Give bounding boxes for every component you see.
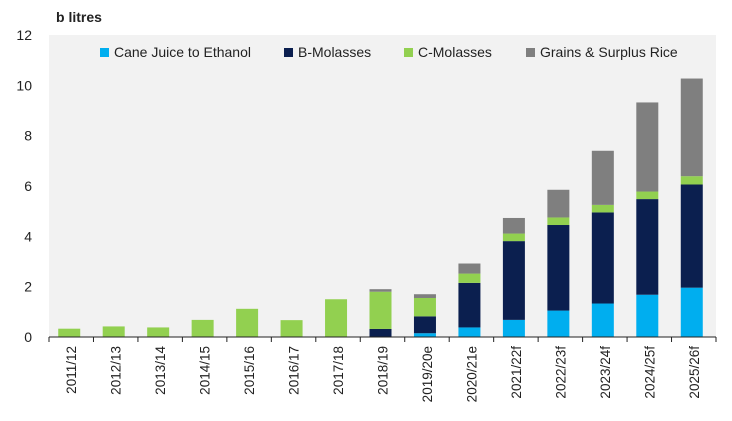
bar-segment	[413, 316, 436, 334]
bar-segment	[591, 303, 614, 337]
bar-segment	[502, 241, 525, 320]
bar-segment	[636, 294, 659, 337]
legend-swatch	[100, 48, 109, 57]
x-tick-label: 2023/24f	[598, 346, 613, 399]
x-tick-label: 2021/22f	[509, 346, 524, 399]
bar-segment	[547, 217, 570, 226]
x-tick-label: 2016/17	[287, 346, 302, 395]
legend-label: Cane Juice to Ethanol	[114, 44, 251, 60]
y-tick-label: 10	[16, 77, 32, 93]
y-tick-label: 2	[24, 279, 32, 295]
bar-segment	[591, 212, 614, 304]
bar-segment	[591, 150, 614, 205]
unit-label: b litres	[56, 9, 102, 25]
bar-segment	[369, 328, 392, 337]
x-tick-label: 2013/14	[153, 346, 168, 395]
legend-swatch	[526, 48, 535, 57]
bar-segment	[413, 294, 436, 298]
x-tick-label: 2012/13	[109, 346, 124, 395]
legend-item: Cane Juice to Ethanol	[100, 44, 251, 60]
y-tick-label: 12	[16, 27, 32, 43]
legend-item: Grains & Surplus Rice	[526, 44, 678, 60]
bar-segment	[458, 327, 481, 337]
bar-segment	[636, 199, 659, 295]
bar-segment	[680, 287, 703, 337]
bar-segment	[325, 299, 348, 337]
bar-segment	[680, 184, 703, 288]
bar-segment	[369, 291, 392, 329]
bar-segment	[280, 320, 303, 337]
bar-segment	[147, 327, 170, 337]
bar-segment	[547, 310, 570, 337]
legend: Cane Juice to Ethanol B-Molasses C-Molasse…	[100, 44, 678, 60]
bar-segment	[502, 319, 525, 337]
y-tick-label: 6	[24, 178, 32, 194]
bar-segment	[369, 289, 392, 292]
bar-segment	[236, 308, 259, 337]
y-tick-label: 0	[24, 329, 32, 345]
x-tick-label: 2019/20e	[420, 346, 435, 402]
y-axis: 0 2 4 6 8 10 12	[16, 27, 32, 345]
legend-item: C-Molasses	[404, 44, 492, 60]
y-tick-label: 4	[24, 228, 32, 244]
bar-segment	[636, 191, 659, 200]
bar-segment	[191, 319, 214, 337]
bars	[58, 78, 703, 337]
x-tick-label: 2017/18	[331, 346, 346, 395]
x-tick-label: 2015/16	[242, 346, 257, 395]
legend-label: Grains & Surplus Rice	[540, 44, 678, 60]
bar-segment	[680, 176, 703, 185]
bar-segment	[502, 233, 525, 242]
legend-label: C-Molasses	[418, 44, 492, 60]
bar-segment	[680, 78, 703, 177]
bar-segment	[502, 217, 525, 234]
x-tick-label: 2014/15	[198, 346, 213, 395]
x-tick-label: 2025/26f	[687, 346, 702, 399]
x-tick-label: 2011/12	[64, 346, 79, 394]
bar-segment	[458, 263, 481, 274]
bar-segment	[458, 273, 481, 283]
legend-item: B-Molasses	[284, 44, 371, 60]
legend-swatch	[404, 48, 413, 57]
x-tick-label: 2020/21e	[464, 346, 479, 402]
x-tick-label: 2024/25f	[642, 346, 657, 399]
bar-segment	[458, 282, 481, 328]
bar-segment	[547, 189, 570, 218]
bar-segment	[102, 326, 125, 337]
bar-segment	[636, 102, 659, 192]
bar-segment	[413, 297, 436, 317]
legend-label: B-Molasses	[298, 44, 371, 60]
x-tick-label: 2022/23f	[553, 346, 568, 399]
bar-segment	[413, 333, 436, 337]
x-tick-label: 2018/19	[376, 346, 391, 395]
y-tick-label: 8	[24, 128, 32, 144]
bar-segment	[547, 225, 570, 311]
bar-segment	[58, 328, 81, 337]
bar-segment	[591, 204, 614, 213]
x-axis: 2011/12 2012/13 2013/14 2014/15 2015/16 2016/…	[48, 337, 717, 402]
legend-swatch	[284, 48, 293, 57]
